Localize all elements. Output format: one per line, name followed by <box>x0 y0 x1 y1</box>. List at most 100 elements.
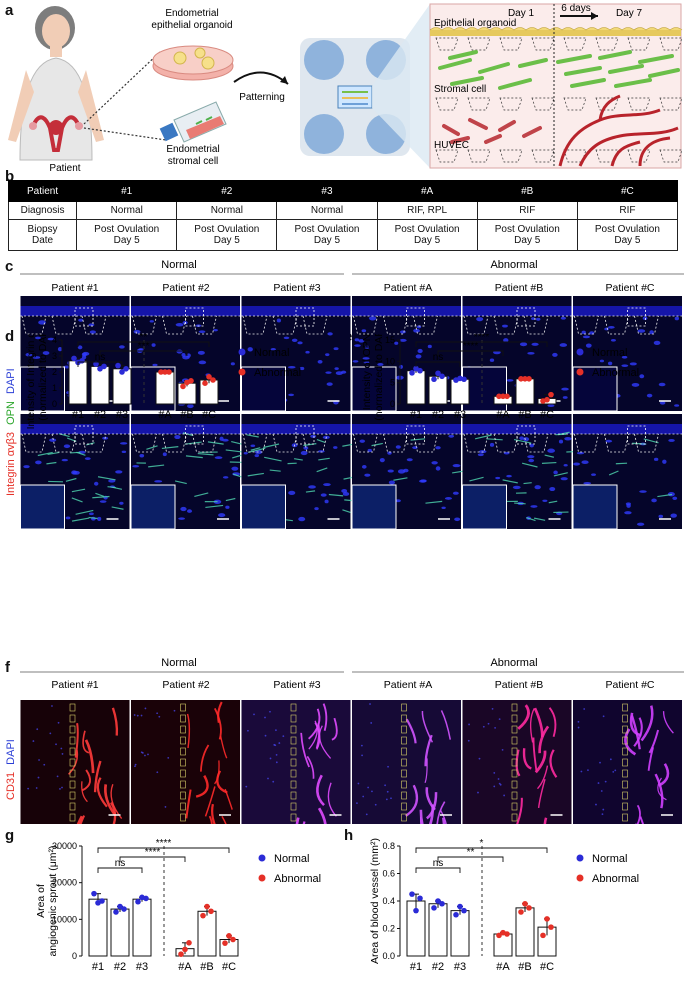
table-cell: #B <box>476 180 578 202</box>
y-tick-label: 3 <box>52 351 57 361</box>
y-tick-label: 10000 <box>52 914 77 924</box>
patient-label-c: Patient #3 <box>273 282 320 294</box>
data-point <box>518 376 524 382</box>
x-tick-label: #B <box>180 409 193 421</box>
bar <box>155 371 175 405</box>
table-row: Biopsy Date Post Ovulation Day 5 Post Ovul… <box>7 219 679 251</box>
y-tick-label: 0 <box>52 399 57 409</box>
data-point <box>93 361 99 367</box>
vessel-tile <box>352 700 461 849</box>
significance-bracket <box>415 341 548 347</box>
data-point <box>186 940 192 946</box>
data-point <box>91 890 97 897</box>
table-cell: RIF, RPL <box>376 201 478 220</box>
micrograph-tile <box>241 414 362 530</box>
patient-label: Patient <box>49 163 80 172</box>
patient-label-c: Patient #2 <box>162 282 209 294</box>
culture-illustration <box>429 3 683 169</box>
patient-label-c: Patient #C <box>605 282 654 294</box>
significance-label: * <box>480 838 484 849</box>
arrow-icon <box>280 76 288 84</box>
vessel-tile <box>20 700 130 844</box>
data-point <box>166 369 172 375</box>
day7-label: Day 7 <box>616 8 643 19</box>
y-tick-label: 5 <box>390 378 395 388</box>
abnormal-group-label: Abnormal <box>490 259 537 271</box>
data-point <box>210 377 216 383</box>
table-header-row: Patient #1 #2 #3 #A #B #C <box>7 180 679 202</box>
patient-label-f: Patient #3 <box>273 679 320 691</box>
micrograph-tile <box>351 414 471 530</box>
organoid-label-1: Endometrial <box>165 8 218 19</box>
data-point <box>226 933 232 939</box>
significance-bracket <box>415 361 461 367</box>
organoid-label-2: epithelial organoid <box>151 20 232 31</box>
table-cell: RIF <box>576 201 679 220</box>
vessel-tile <box>131 700 240 851</box>
data-point <box>230 936 236 943</box>
patient-label-f: Patient #1 <box>51 679 98 691</box>
x-tick-label: #B <box>518 409 531 421</box>
y-tick-label: 2 <box>52 367 57 377</box>
patient-label-f: Patient #A <box>384 679 432 691</box>
data-point <box>504 931 510 937</box>
x-tick-label: #B <box>200 961 213 973</box>
x-tick-label: #C <box>540 409 554 421</box>
patient-label-c: Patient #A <box>384 282 432 294</box>
data-point <box>99 898 105 904</box>
y-tick-label: 0.6 <box>382 869 395 879</box>
legend-normal-label: Normal <box>592 347 627 359</box>
x-tick-label: #A <box>178 961 192 973</box>
data-point <box>548 924 554 930</box>
stromal-cell-label: Stromal cell <box>434 84 486 95</box>
microfluidic-chip-icon <box>300 38 410 156</box>
table-cell: Post Ovulation Day 5 <box>276 219 378 251</box>
data-point <box>413 907 419 914</box>
day1-label: Day 1 <box>508 8 535 19</box>
significance-label: ns <box>95 352 106 363</box>
significance-bracket <box>415 867 461 873</box>
significance-bracket <box>415 847 548 853</box>
bar <box>406 370 426 405</box>
bar <box>132 898 152 957</box>
vessel-tile <box>241 700 351 849</box>
table-cell: Normal <box>276 201 378 220</box>
data-point <box>548 391 554 398</box>
data-point <box>439 900 445 907</box>
significance-bracket <box>99 350 188 356</box>
vessel-tile <box>462 700 572 846</box>
stain-cd31: CD31 <box>5 772 17 800</box>
legend-normal-marker <box>576 854 584 862</box>
data-point <box>208 908 214 915</box>
data-point <box>439 373 445 380</box>
y-tick-label: 0.0 <box>382 951 395 961</box>
patient-label-c: Patient #1 <box>51 282 98 294</box>
bar <box>110 908 130 957</box>
table-cell: Normal <box>76 201 178 220</box>
data-point <box>117 903 123 910</box>
significance-bracket <box>77 341 210 347</box>
data-point <box>504 393 510 400</box>
x-tick-label: #1 <box>92 961 104 973</box>
x-tick-label: #1 <box>410 409 422 421</box>
significance-label: ns <box>115 858 126 869</box>
data-point <box>180 383 186 390</box>
data-point <box>135 898 141 905</box>
data-point <box>500 393 506 400</box>
data-point <box>457 903 463 910</box>
data-point <box>496 393 502 400</box>
data-point <box>158 369 164 375</box>
stromal-flask-icon <box>159 101 227 143</box>
significance-bracket <box>119 856 186 862</box>
table-cell: Biopsy Date <box>7 219 78 251</box>
data-point <box>188 378 194 384</box>
y-tick-label: 0.8 <box>382 841 395 851</box>
bar <box>428 903 448 957</box>
legend-normal-label: Normal <box>592 853 627 865</box>
x-tick-label: #3 <box>454 409 466 421</box>
vessel-tile <box>573 700 682 851</box>
data-point <box>435 370 441 377</box>
bar <box>515 378 535 405</box>
data-point <box>101 363 107 370</box>
x-tick-label: #B <box>518 961 531 973</box>
